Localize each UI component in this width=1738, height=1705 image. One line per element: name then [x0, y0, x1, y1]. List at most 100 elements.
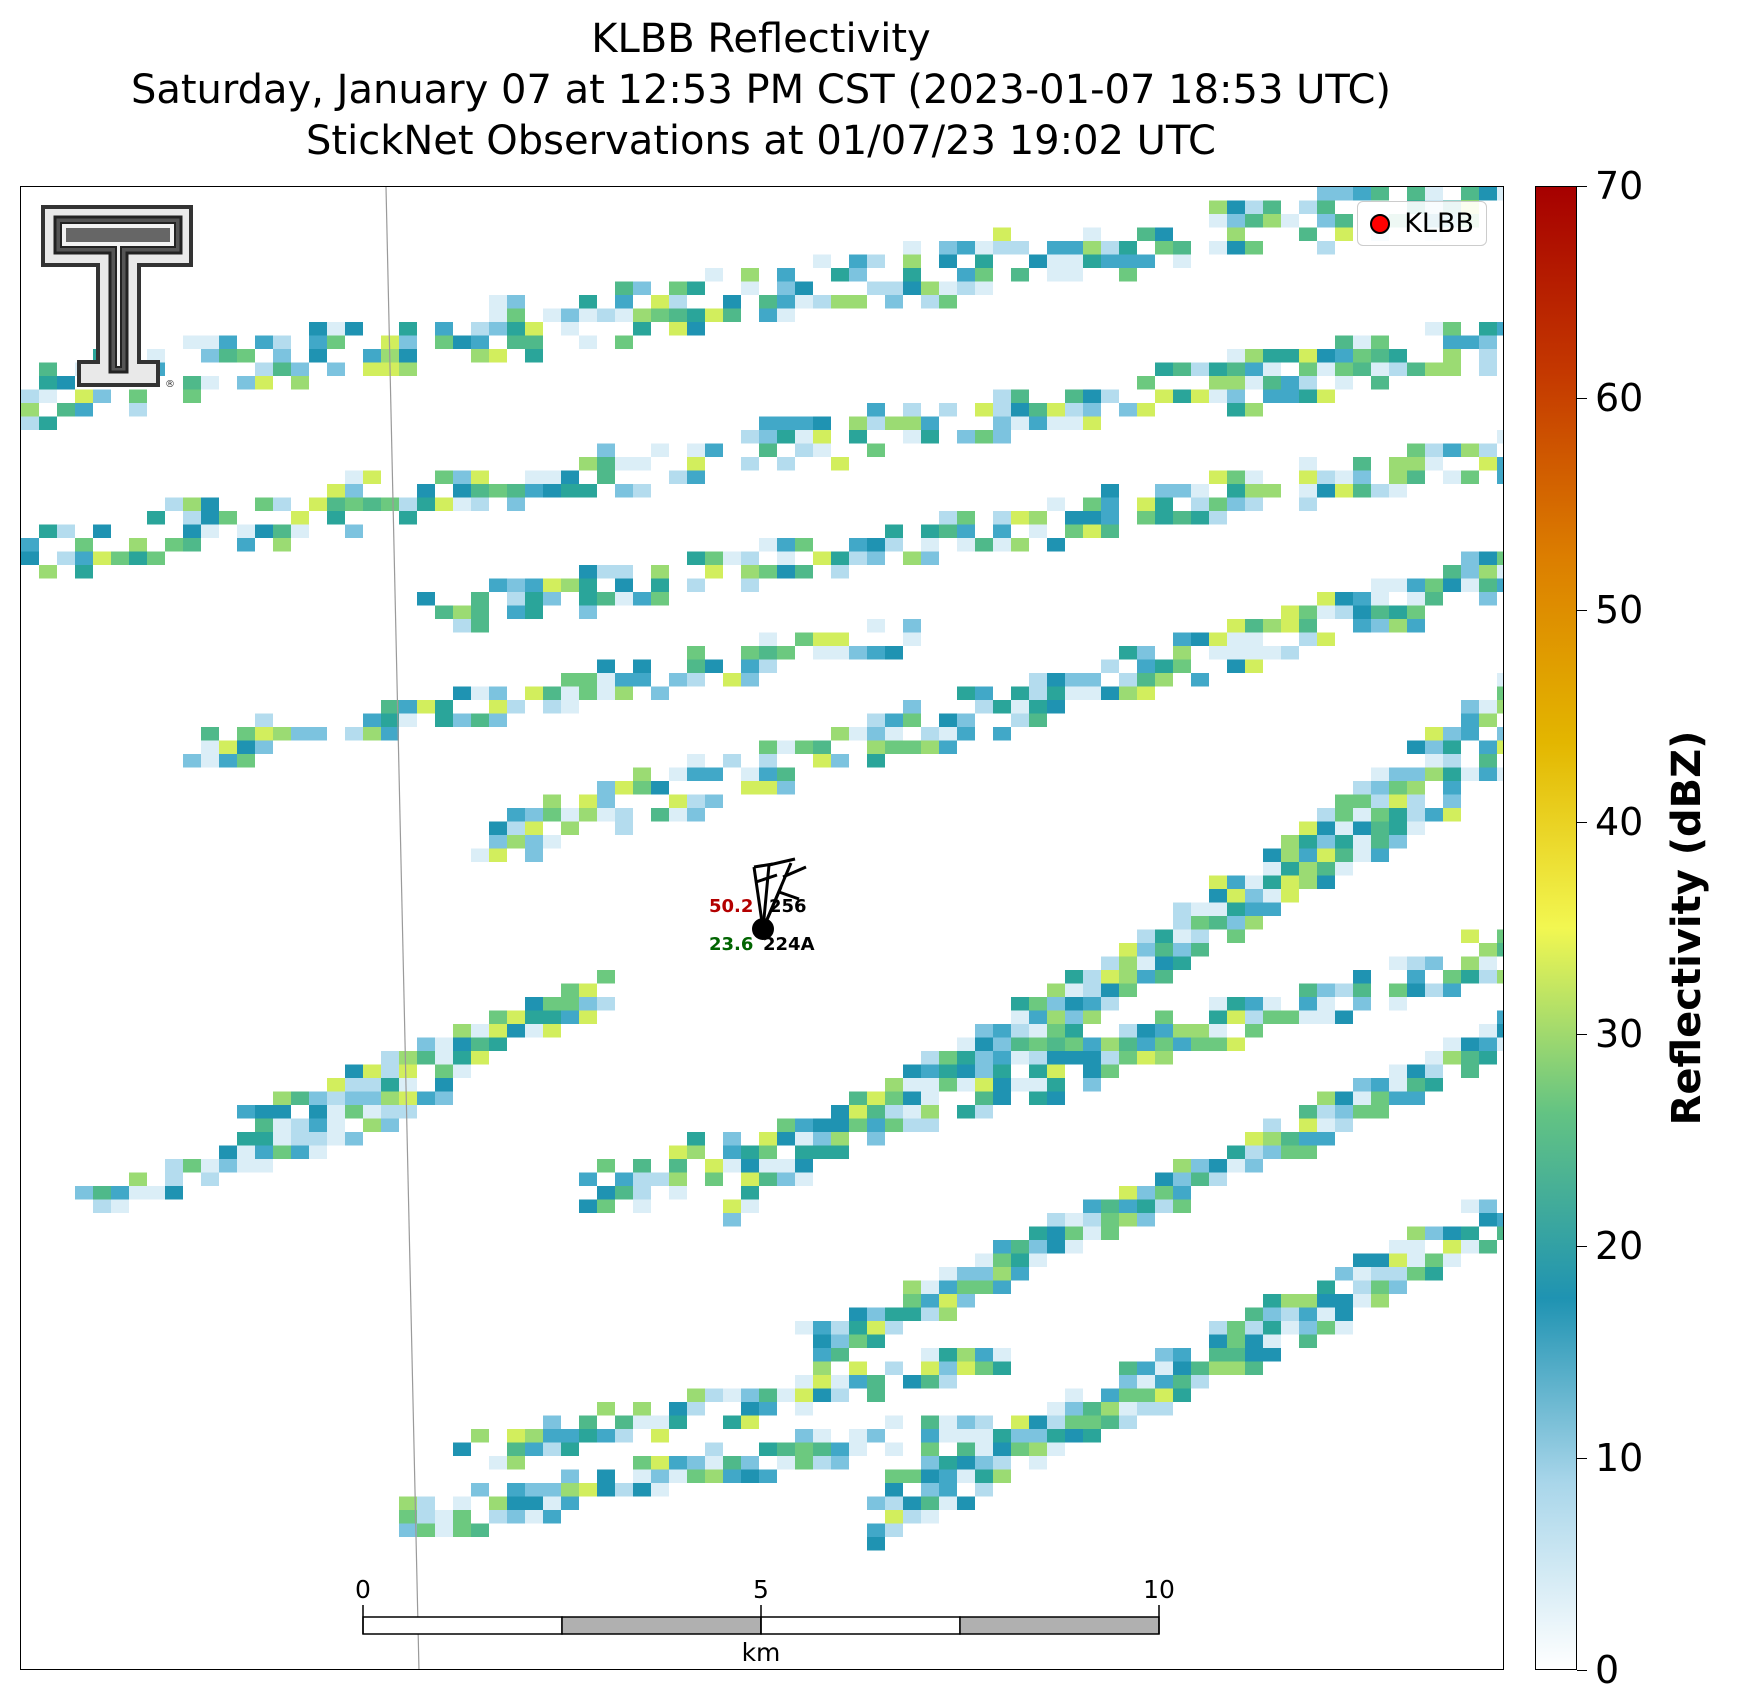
reflectivity-gate [1281, 605, 1299, 619]
reflectivity-gate [273, 1145, 291, 1159]
reflectivity-gate [1389, 1064, 1407, 1078]
reflectivity-gate [669, 1145, 687, 1159]
reflectivity-gate [1047, 1051, 1065, 1065]
reflectivity-gate [885, 727, 903, 741]
reflectivity-gate [309, 1145, 327, 1159]
reflectivity-gate [1155, 929, 1173, 943]
reflectivity-gate [435, 1091, 453, 1105]
reflectivity-gate [489, 821, 507, 835]
reflectivity-gate [1173, 943, 1191, 957]
reflectivity-gate [1083, 1064, 1101, 1078]
reflectivity-gate [1479, 322, 1497, 336]
reflectivity-gate [741, 1402, 759, 1416]
reflectivity-gate [525, 322, 543, 336]
reflectivity-gate [615, 1429, 633, 1443]
reflectivity-gate [651, 592, 669, 606]
reflectivity-gate [1173, 646, 1191, 660]
reflectivity-gate [561, 1469, 579, 1483]
reflectivity-gate [615, 592, 633, 606]
reflectivity-gate [975, 1091, 993, 1105]
reflectivity-gate [1029, 1253, 1047, 1267]
reflectivity-gate [1335, 592, 1353, 606]
reflectivity-gate [1425, 578, 1443, 592]
reflectivity-gate [1065, 1037, 1083, 1051]
reflectivity-gate [867, 1132, 885, 1146]
reflectivity-gate [885, 1361, 903, 1375]
reflectivity-gate [183, 1159, 201, 1173]
reflectivity-gate [687, 1388, 705, 1402]
reflectivity-gate [1191, 1361, 1209, 1375]
reflectivity-gate [1083, 1078, 1101, 1092]
reflectivity-gate [1137, 254, 1155, 268]
reflectivity-gate [885, 1483, 903, 1497]
colorbar-tick-label: 70 [1595, 164, 1644, 208]
reflectivity-gate [597, 592, 615, 606]
reflectivity-gate [939, 1483, 957, 1497]
reflectivity-gate [1083, 983, 1101, 997]
reflectivity-gate [777, 416, 795, 430]
reflectivity-gate [1281, 835, 1299, 849]
reflectivity-gate [1065, 970, 1083, 984]
reflectivity-gate [993, 1361, 1011, 1375]
reflectivity-gate [939, 511, 957, 525]
reflectivity-gate [993, 1078, 1011, 1092]
reflectivity-gate [1047, 983, 1065, 997]
reflectivity-gate [939, 1375, 957, 1389]
reflectivity-gate [1479, 970, 1497, 984]
reflectivity-gate [1407, 470, 1425, 484]
reflectivity-gate [1245, 1334, 1263, 1348]
reflectivity-gate [1389, 1267, 1407, 1281]
reflectivity-gate [1155, 956, 1173, 970]
reflectivity-gate [903, 1510, 921, 1524]
reflectivity-gate [525, 484, 543, 498]
reflectivity-gate [1029, 524, 1047, 538]
reflectivity-gate [1371, 362, 1389, 376]
reflectivity-gate [489, 686, 507, 700]
reflectivity-gate [435, 1078, 453, 1092]
reflectivity-gate [1371, 1253, 1389, 1267]
reflectivity-gate [633, 1159, 651, 1173]
reflectivity-gate [1371, 484, 1389, 498]
reflectivity-gate [489, 1024, 507, 1038]
reflectivity-gate [633, 484, 651, 498]
reflectivity-gate [543, 592, 561, 606]
reflectivity-gate [687, 322, 705, 336]
reflectivity-gate [489, 1496, 507, 1510]
reflectivity-gate [1479, 1199, 1497, 1213]
reflectivity-gate [1101, 956, 1119, 970]
reflectivity-gate [1497, 970, 1503, 984]
reflectivity-gate [1173, 511, 1191, 525]
reflectivity-gate [795, 1442, 813, 1456]
reflectivity-gate [903, 254, 921, 268]
reflectivity-gate [1101, 1051, 1119, 1065]
reflectivity-gate [291, 524, 309, 538]
reflectivity-gate [1047, 268, 1065, 282]
reflectivity-gate [723, 1159, 741, 1173]
reflectivity-gate [219, 1145, 237, 1159]
reflectivity-gate [579, 605, 597, 619]
reflectivity-gate [1335, 1118, 1353, 1132]
reflectivity-gate [669, 295, 687, 309]
reflectivity-gate [1461, 956, 1479, 970]
reflectivity-gate [1191, 497, 1209, 511]
reflectivity-gate [1389, 578, 1407, 592]
reflectivity-gate [921, 1091, 939, 1105]
reflectivity-gate [1353, 1294, 1371, 1308]
reflectivity-gate [1119, 268, 1137, 282]
reflectivity-gate [813, 754, 831, 768]
reflectivity-gate [1497, 700, 1503, 714]
reflectivity-gate [993, 524, 1011, 538]
reflectivity-gate [813, 1321, 831, 1335]
reflectivity-gate [993, 1037, 1011, 1051]
reflectivity-gate [1425, 740, 1443, 754]
reflectivity-gate [741, 673, 759, 687]
reflectivity-gate [399, 1091, 417, 1105]
reflectivity-gate [489, 295, 507, 309]
reflectivity-gate [147, 511, 165, 525]
reflectivity-gate [759, 1159, 777, 1173]
reflectivity-gate [687, 659, 705, 673]
reflectivity-gate [777, 1118, 795, 1132]
reflectivity-gate [1065, 1010, 1083, 1024]
reflectivity-gate [741, 268, 759, 282]
reflectivity-gate [1245, 497, 1263, 511]
